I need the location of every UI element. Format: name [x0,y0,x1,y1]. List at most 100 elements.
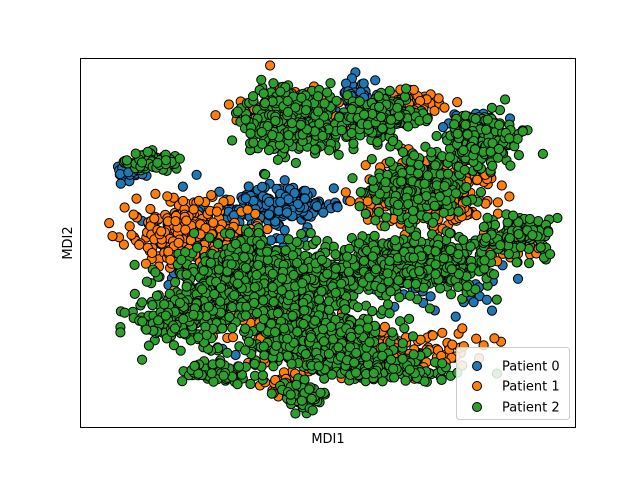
point-patient-2 [255,239,266,250]
point-patient-1 [162,191,173,202]
point-patient-2 [322,268,333,279]
point-patient-2 [414,266,425,277]
point-patient-1 [178,195,189,207]
point-patient-1 [170,216,181,227]
point-patient-2 [240,345,251,356]
point-patient-2 [197,284,208,295]
point-patient-2 [444,228,455,239]
point-patient-2 [384,308,395,319]
point-patient-0 [437,122,449,133]
point-patient-2 [376,283,387,294]
point-patient-1 [124,221,135,232]
point-patient-2 [248,91,259,102]
point-patient-2 [215,282,227,293]
point-patient-2 [249,297,260,309]
point-patient-2 [317,130,328,142]
point-patient-2 [450,188,462,199]
point-patient-2 [324,145,335,156]
point-patient-1 [265,60,276,71]
point-patient-2 [279,323,290,334]
point-patient-2 [290,157,301,169]
point-patient-2 [393,199,404,210]
point-patient-2 [297,278,308,289]
point-patient-1 [362,196,373,207]
point-patient-1 [149,213,160,224]
point-patient-2 [380,177,391,188]
point-patient-2 [382,268,393,279]
point-patient-2 [268,78,279,89]
point-patient-2 [298,263,309,274]
point-patient-2 [249,358,260,369]
point-patient-2 [263,145,275,156]
point-patient-2 [287,250,298,261]
point-patient-2 [354,324,365,335]
point-patient-2 [357,277,369,288]
point-patient-2 [396,176,407,187]
point-patient-0 [289,188,300,199]
point-patient-2 [413,168,424,179]
point-patient-2 [458,234,469,245]
point-patient-2 [240,242,251,253]
point-patient-2 [232,278,243,289]
point-patient-2 [270,327,281,338]
point-patient-1 [471,210,482,221]
point-patient-2 [316,286,327,297]
point-patient-2 [259,98,271,109]
point-patient-1 [471,333,482,344]
point-patient-2 [333,342,344,353]
point-patient-0 [115,178,126,189]
point-patient-2 [429,200,440,211]
point-patient-2 [385,286,396,297]
point-patient-0 [281,207,293,218]
point-patient-1 [180,224,191,235]
point-patient-2 [313,91,324,102]
point-patient-2 [225,228,236,239]
series-patient-2 [115,74,563,419]
point-patient-0 [275,196,286,208]
point-patient-2 [243,227,254,238]
point-patient-2 [330,263,342,274]
point-patient-1 [126,229,137,240]
point-patient-1 [223,99,234,110]
point-patient-2 [376,111,387,123]
point-patient-2 [260,169,271,180]
point-patient-2 [397,147,409,158]
point-patient-2 [394,292,405,303]
point-patient-2 [445,244,456,256]
point-patient-2 [381,212,392,223]
point-patient-2 [256,74,267,85]
point-patient-2 [256,127,267,138]
point-patient-2 [374,101,385,112]
point-patient-2 [283,130,294,141]
point-patient-0 [311,201,322,212]
point-patient-2 [367,306,378,317]
point-patient-2 [245,128,256,139]
point-patient-2 [397,168,408,179]
point-patient-2 [300,349,311,360]
point-patient-2 [330,249,341,260]
point-patient-2 [299,305,310,316]
point-patient-1 [156,226,167,237]
point-patient-2 [288,269,299,281]
point-patient-2 [282,333,293,344]
point-patient-0 [486,305,498,316]
point-patient-2 [461,196,472,207]
point-patient-2 [322,87,333,98]
point-patient-2 [348,138,359,149]
point-patient-2 [276,285,287,296]
point-patient-1 [104,218,115,229]
point-patient-1 [437,327,448,338]
point-patient-2 [305,332,316,343]
point-patient-2 [170,277,181,288]
point-patient-0 [257,181,268,192]
point-patient-2 [267,130,278,141]
point-patient-2 [239,252,250,263]
point-patient-1 [128,209,139,220]
point-patient-2 [475,187,487,198]
point-patient-2 [316,254,327,265]
point-patient-2 [267,282,278,293]
point-patient-2 [408,205,419,216]
point-patient-0 [263,209,275,220]
point-patient-1 [107,231,118,242]
point-patient-2 [317,324,329,335]
